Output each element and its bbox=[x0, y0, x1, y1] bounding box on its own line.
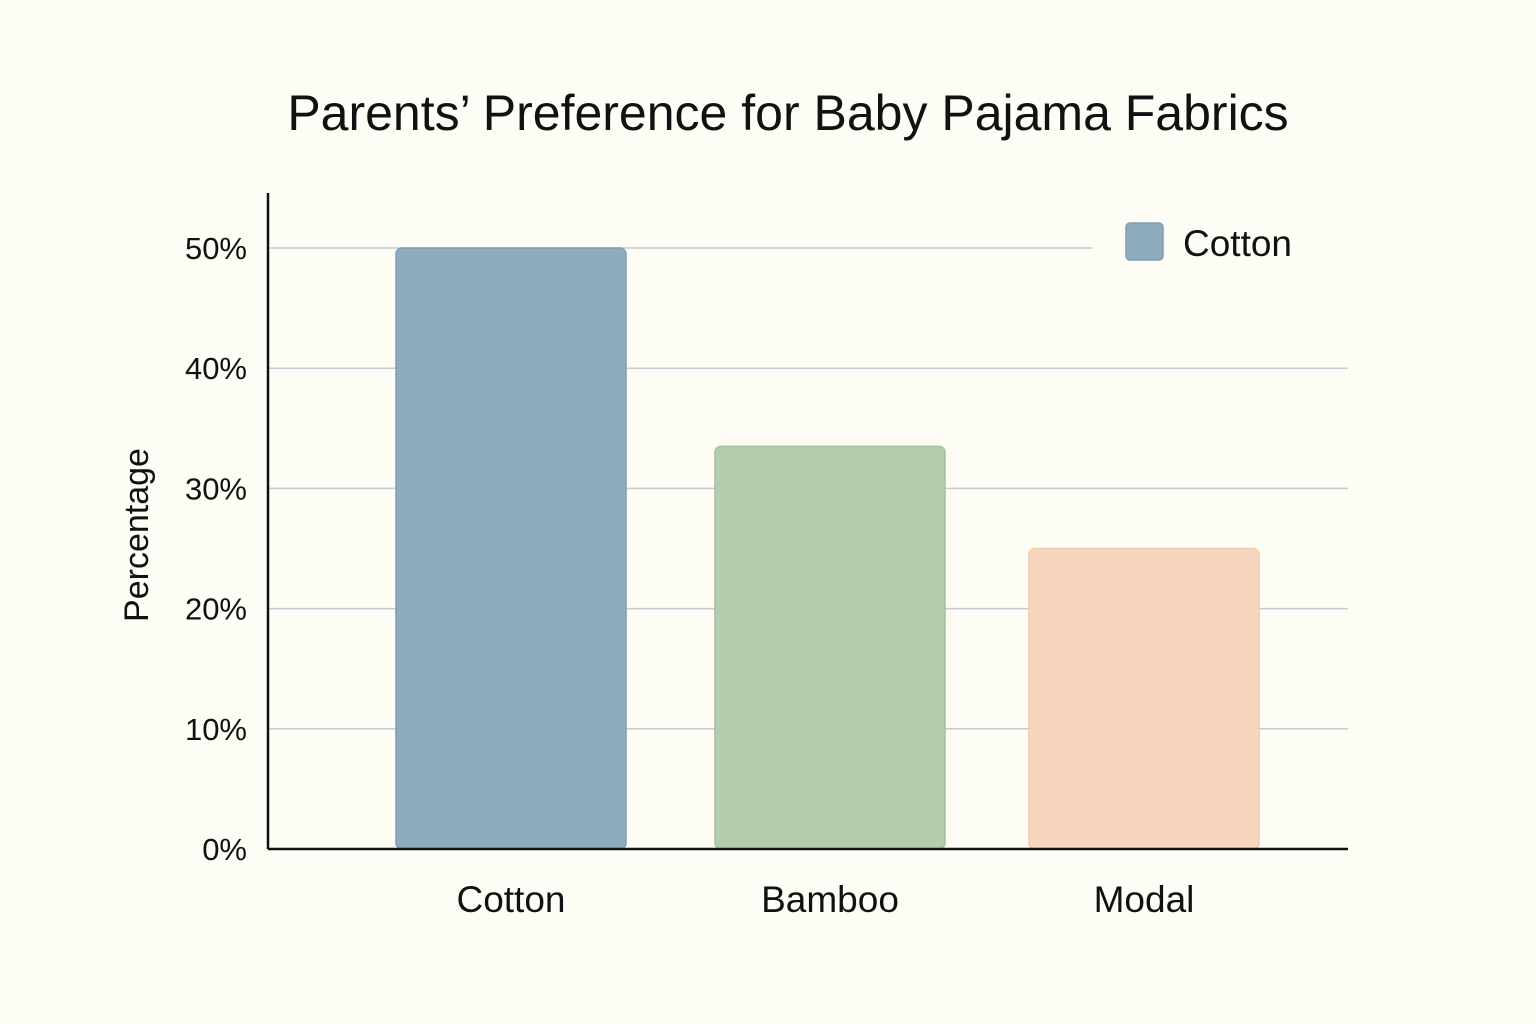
axes bbox=[266, 193, 1348, 851]
bar-modal bbox=[1028, 547, 1260, 850]
y-tick-label: 20% bbox=[185, 592, 247, 627]
y-tick-label: 40% bbox=[185, 351, 247, 386]
y-tick-label: 30% bbox=[185, 471, 247, 506]
legend-swatch bbox=[1125, 222, 1164, 261]
x-tick-label: Modal bbox=[1094, 879, 1195, 920]
y-tick-label: 10% bbox=[185, 712, 247, 747]
legend: Cotton bbox=[1125, 222, 1292, 264]
x-tick-label: Cotton bbox=[456, 879, 565, 920]
bar-bamboo bbox=[714, 445, 946, 850]
chart-title: Parents’ Preference for Baby Pajama Fabr… bbox=[287, 85, 1288, 141]
y-tick-label: 0% bbox=[202, 832, 247, 867]
x-category-labels: Cotton Bamboo Modal bbox=[456, 879, 1194, 920]
bar-cotton bbox=[395, 247, 627, 850]
x-tick-label: Bamboo bbox=[761, 879, 899, 920]
y-axis-title: Percentage bbox=[118, 448, 156, 622]
legend-label: Cotton bbox=[1183, 223, 1292, 264]
y-tick-label: 50% bbox=[185, 231, 247, 266]
bars bbox=[395, 247, 1260, 850]
y-tick-labels: 0% 10% 20% 30% 40% 50% bbox=[185, 231, 247, 867]
